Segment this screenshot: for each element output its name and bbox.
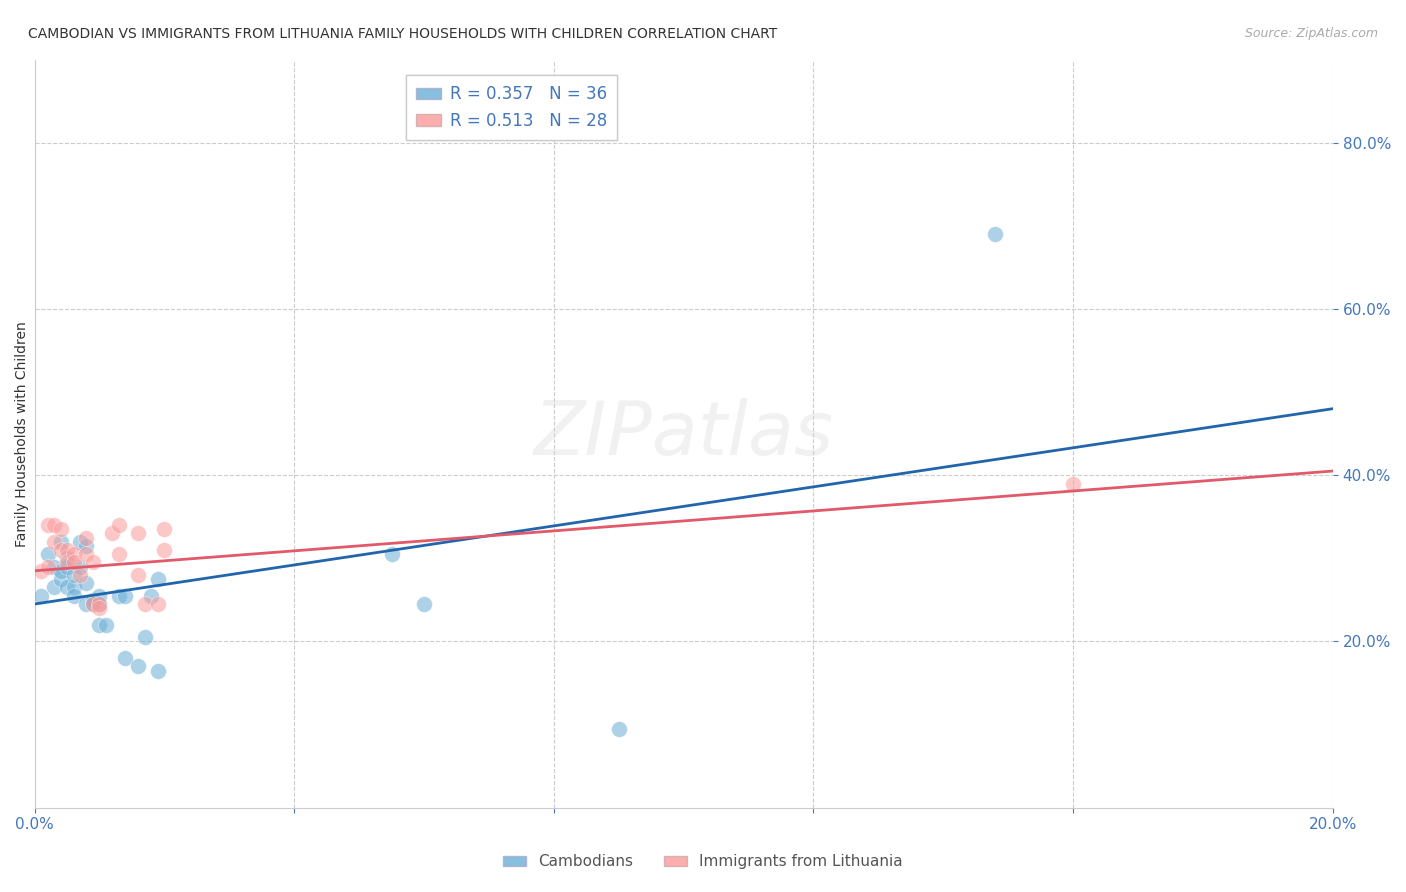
Y-axis label: Family Households with Children: Family Households with Children bbox=[15, 321, 30, 547]
Point bbox=[76, 547, 98, 561]
Point bbox=[62, 581, 84, 595]
Point bbox=[56, 551, 79, 566]
Point bbox=[1062, 476, 1084, 491]
Point bbox=[37, 547, 59, 561]
Point bbox=[37, 518, 59, 533]
Point bbox=[42, 559, 65, 574]
Point bbox=[37, 559, 59, 574]
Point bbox=[62, 556, 84, 570]
Point bbox=[89, 597, 111, 611]
Point bbox=[30, 589, 52, 603]
Point bbox=[49, 564, 72, 578]
Point bbox=[141, 589, 163, 603]
Point bbox=[69, 568, 91, 582]
Point bbox=[134, 597, 156, 611]
Point bbox=[49, 534, 72, 549]
Point bbox=[42, 581, 65, 595]
Text: Source: ZipAtlas.com: Source: ZipAtlas.com bbox=[1244, 27, 1378, 40]
Point bbox=[69, 534, 91, 549]
Point bbox=[76, 597, 98, 611]
Point bbox=[42, 518, 65, 533]
Point bbox=[89, 617, 111, 632]
Point bbox=[49, 543, 72, 558]
Point bbox=[108, 589, 131, 603]
Point bbox=[89, 589, 111, 603]
Point bbox=[101, 526, 124, 541]
Point bbox=[114, 589, 136, 603]
Point bbox=[62, 568, 84, 582]
Point bbox=[127, 526, 149, 541]
Point bbox=[413, 597, 436, 611]
Text: CAMBODIAN VS IMMIGRANTS FROM LITHUANIA FAMILY HOUSEHOLDS WITH CHILDREN CORRELATI: CAMBODIAN VS IMMIGRANTS FROM LITHUANIA F… bbox=[28, 27, 778, 41]
Point bbox=[127, 659, 149, 673]
Point bbox=[146, 664, 169, 678]
Point bbox=[108, 518, 131, 533]
Legend: Cambodians, Immigrants from Lithuania: Cambodians, Immigrants from Lithuania bbox=[498, 848, 908, 875]
Point bbox=[94, 617, 117, 632]
Point bbox=[146, 572, 169, 586]
Point bbox=[56, 559, 79, 574]
Point bbox=[82, 556, 104, 570]
Point bbox=[30, 564, 52, 578]
Point bbox=[607, 722, 630, 736]
Point bbox=[76, 539, 98, 553]
Point bbox=[49, 522, 72, 536]
Point bbox=[62, 589, 84, 603]
Point bbox=[82, 597, 104, 611]
Point bbox=[82, 593, 104, 607]
Point bbox=[153, 543, 176, 558]
Point bbox=[380, 547, 402, 561]
Point bbox=[82, 597, 104, 611]
Point bbox=[76, 576, 98, 591]
Point bbox=[89, 597, 111, 611]
Point bbox=[56, 556, 79, 570]
Point bbox=[114, 651, 136, 665]
Point bbox=[89, 601, 111, 615]
Point bbox=[62, 547, 84, 561]
Point bbox=[56, 581, 79, 595]
Point bbox=[146, 597, 169, 611]
Point bbox=[108, 547, 131, 561]
Point bbox=[49, 572, 72, 586]
Point bbox=[56, 543, 79, 558]
Point bbox=[134, 630, 156, 644]
Text: ZIPatlas: ZIPatlas bbox=[534, 398, 834, 470]
Legend: R = 0.357   N = 36, R = 0.513   N = 28: R = 0.357 N = 36, R = 0.513 N = 28 bbox=[406, 76, 617, 140]
Point bbox=[127, 568, 149, 582]
Point bbox=[69, 559, 91, 574]
Point bbox=[984, 227, 1007, 242]
Point bbox=[76, 531, 98, 545]
Point bbox=[42, 534, 65, 549]
Point bbox=[153, 522, 176, 536]
